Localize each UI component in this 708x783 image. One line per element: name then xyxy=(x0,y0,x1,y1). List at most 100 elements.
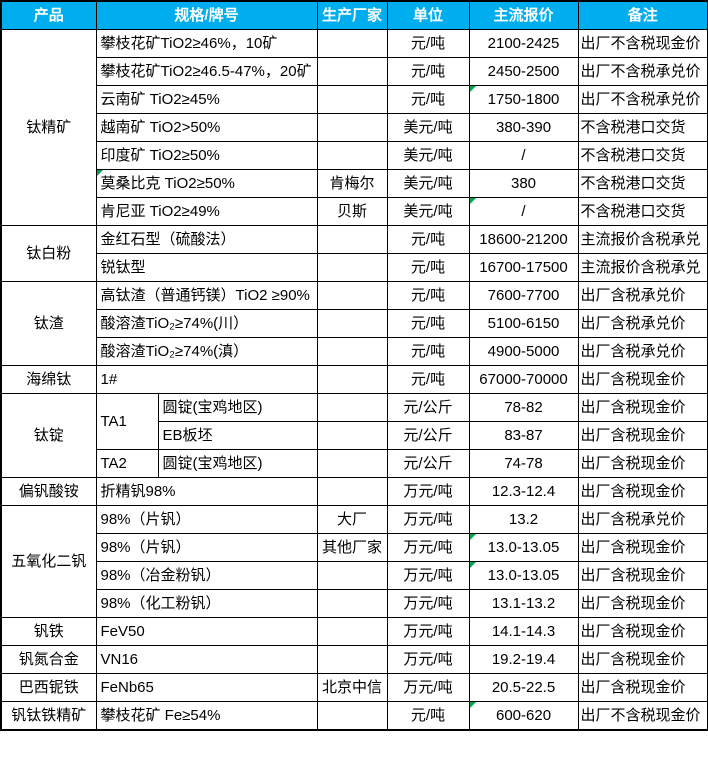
cell-unit: 美元/吨 xyxy=(386,113,470,142)
cell-maker xyxy=(316,645,388,674)
cell-shape: EB板坯 xyxy=(157,421,318,450)
cell-note: 出厂含税现金价 xyxy=(577,365,708,394)
header-unit: 单位 xyxy=(386,0,470,30)
cell-note: 出厂不含税承兑价 xyxy=(577,57,708,86)
cell-maker: 北京中信 xyxy=(316,673,388,702)
table-row: 钒氮合金 VN16 万元/吨 19.2-19.4 出厂含税现金价 xyxy=(0,645,708,674)
cell-grade: TA1 xyxy=(95,393,159,450)
cell-note: 出厂含税承兑价 xyxy=(577,281,708,310)
cell-spec: 98%（片钒） xyxy=(95,505,318,534)
cell-maker xyxy=(316,561,388,590)
cell-note: 出厂含税现金价 xyxy=(577,533,708,562)
table-row: 攀枝花矿TiO2≥46.5-47%，20矿 元/吨 2450-2500 出厂不含… xyxy=(1,57,708,86)
header-manufacturer: 生产厂家 xyxy=(316,0,388,30)
cell-price: 13.1-13.2 xyxy=(468,589,579,618)
cell-unit: 万元/吨 xyxy=(386,505,470,534)
cell-price: 2100-2425 xyxy=(468,29,579,58)
cell-note: 主流报价含税承兑 xyxy=(577,225,708,254)
cell-spec: FeNb65 xyxy=(95,673,318,702)
cell-unit: 元/吨 xyxy=(386,365,470,394)
cell-note: 出厂含税现金价 xyxy=(577,393,708,422)
cell-spec: 酸溶渣TiO₂≥74%(滇） xyxy=(95,337,318,366)
cell-unit: 元/公斤 xyxy=(386,393,470,422)
cell-product: 钛锭 xyxy=(0,393,97,478)
table-row: 肯尼亚 TiO2≥49% 贝斯 美元/吨 / 不含税港口交货 xyxy=(1,197,708,226)
cell-note: 出厂不含税现金价 xyxy=(577,29,708,58)
cell-price: 7600-7700 xyxy=(468,281,579,310)
cell-price: 16700-17500 xyxy=(468,253,579,282)
cell-note: 出厂不含税现金价 xyxy=(577,701,708,731)
cell-note: 出厂含税现金价 xyxy=(577,561,708,590)
cell-maker xyxy=(316,421,388,450)
cell-product: 钒铁 xyxy=(0,617,97,646)
cell-unit: 元/吨 xyxy=(386,253,470,282)
cell-note: 出厂含税现金价 xyxy=(577,673,708,702)
cell-spec: 云南矿 TiO2≥45% xyxy=(95,85,318,114)
cell-maker xyxy=(316,393,388,422)
price-value: 13.0-13.05 xyxy=(487,567,560,584)
cell-note: 出厂含税现金价 xyxy=(577,617,708,646)
table-row: 钛锭 TA1 圆锭(宝鸡地区) 元/公斤 78-82 出厂含税现金价 xyxy=(0,393,708,478)
cell-spec: 折精钒98% xyxy=(95,477,318,506)
table-row: 莫桑比克 TiO2≥50% 肯梅尔 美元/吨 380 不含税港口交货 xyxy=(1,169,708,198)
cell-spec: 98%（片钒） xyxy=(95,533,318,562)
cell-unit: 元/吨 xyxy=(386,57,470,86)
cell-note: 出厂含税现金价 xyxy=(577,477,708,506)
table-row: 98%（化工粉钒） 万元/吨 13.1-13.2 出厂含税现金价 xyxy=(1,589,708,618)
cell-price: 13.0-13.05 xyxy=(468,533,579,562)
cell-price: 4900-5000 xyxy=(468,337,579,366)
cell-spec: 锐钛型 xyxy=(95,253,318,282)
cell-maker: 其他厂家 xyxy=(316,533,388,562)
table-row: 钛精矿 攀枝花矿TiO2≥46%，10矿 元/吨 2100-2425 出厂不含税… xyxy=(0,29,708,226)
cell-price: 600-620 xyxy=(468,701,579,731)
cell-unit: 美元/吨 xyxy=(386,141,470,170)
cell-price: 380-390 xyxy=(468,113,579,142)
cell-note: 不含税港口交货 xyxy=(577,197,708,226)
cell-unit: 元/公斤 xyxy=(386,421,470,450)
table-row: 钒铁 FeV50 万元/吨 14.1-14.3 出厂含税现金价 xyxy=(0,617,708,646)
comment-flag-icon xyxy=(470,562,476,568)
table-row: TA2 圆锭(宝鸡地区) 元/公斤 74-78 出厂含税现金价 xyxy=(1,449,708,478)
header-spec: 规格/牌号 xyxy=(95,0,318,30)
table-row: 云南矿 TiO2≥45% 元/吨 1750-1800 出厂不含税承兑价 xyxy=(1,85,708,114)
cell-note: 出厂不含税承兑价 xyxy=(577,85,708,114)
cell-price: / xyxy=(468,141,579,170)
table-row: 巴西铌铁 FeNb65 北京中信 万元/吨 20.5-22.5 出厂含税现金价 xyxy=(0,673,708,702)
cell-spec: 莫桑比克 TiO2≥50% xyxy=(95,169,318,198)
cell-product: 海绵钛 xyxy=(0,365,97,394)
cell-price: / xyxy=(468,197,579,226)
cell-spec: 98%（冶金粉钒） xyxy=(95,561,318,590)
cell-maker xyxy=(316,449,388,478)
cell-unit: 美元/吨 xyxy=(386,197,470,226)
cell-price: 12.3-12.4 xyxy=(468,477,579,506)
cell-unit: 万元/吨 xyxy=(386,645,470,674)
cell-unit: 万元/吨 xyxy=(386,589,470,618)
cell-price: 2450-2500 xyxy=(468,57,579,86)
cell-maker xyxy=(316,57,388,86)
cell-product: 钒钛铁精矿 xyxy=(0,701,97,731)
cell-spec: 印度矿 TiO2≥50% xyxy=(95,141,318,170)
table-row: 印度矿 TiO2≥50% 美元/吨 / 不含税港口交货 xyxy=(1,141,708,170)
cell-note: 出厂含税承兑价 xyxy=(577,337,708,366)
cell-maker: 贝斯 xyxy=(316,197,388,226)
comment-flag-icon xyxy=(97,170,103,176)
table-row: 偏钒酸铵 折精钒98% 万元/吨 12.3-12.4 出厂含税现金价 xyxy=(0,477,708,506)
price-value: / xyxy=(521,203,526,220)
cell-maker xyxy=(316,141,388,170)
cell-product: 钛精矿 xyxy=(0,29,97,226)
cell-price: 5100-6150 xyxy=(468,309,579,338)
cell-unit: 万元/吨 xyxy=(386,477,470,506)
table-row: 钛白粉 金红石型（硫酸法） 元/吨 18600-21200 主流报价含税承兑 xyxy=(0,225,708,282)
cell-note: 出厂含税现金价 xyxy=(577,421,708,450)
cell-note: 出厂含税承兑价 xyxy=(577,309,708,338)
cell-price: 83-87 xyxy=(468,421,579,450)
cell-product: 钛白粉 xyxy=(0,225,97,282)
cell-note: 不含税港口交货 xyxy=(577,113,708,142)
cell-unit: 元/吨 xyxy=(386,701,470,731)
cell-spec: 1# xyxy=(95,365,318,394)
cell-maker xyxy=(316,85,388,114)
price-value: 1750-1800 xyxy=(487,91,560,108)
cell-spec: FeV50 xyxy=(95,617,318,646)
cell-maker xyxy=(316,309,388,338)
cell-maker xyxy=(316,617,388,646)
